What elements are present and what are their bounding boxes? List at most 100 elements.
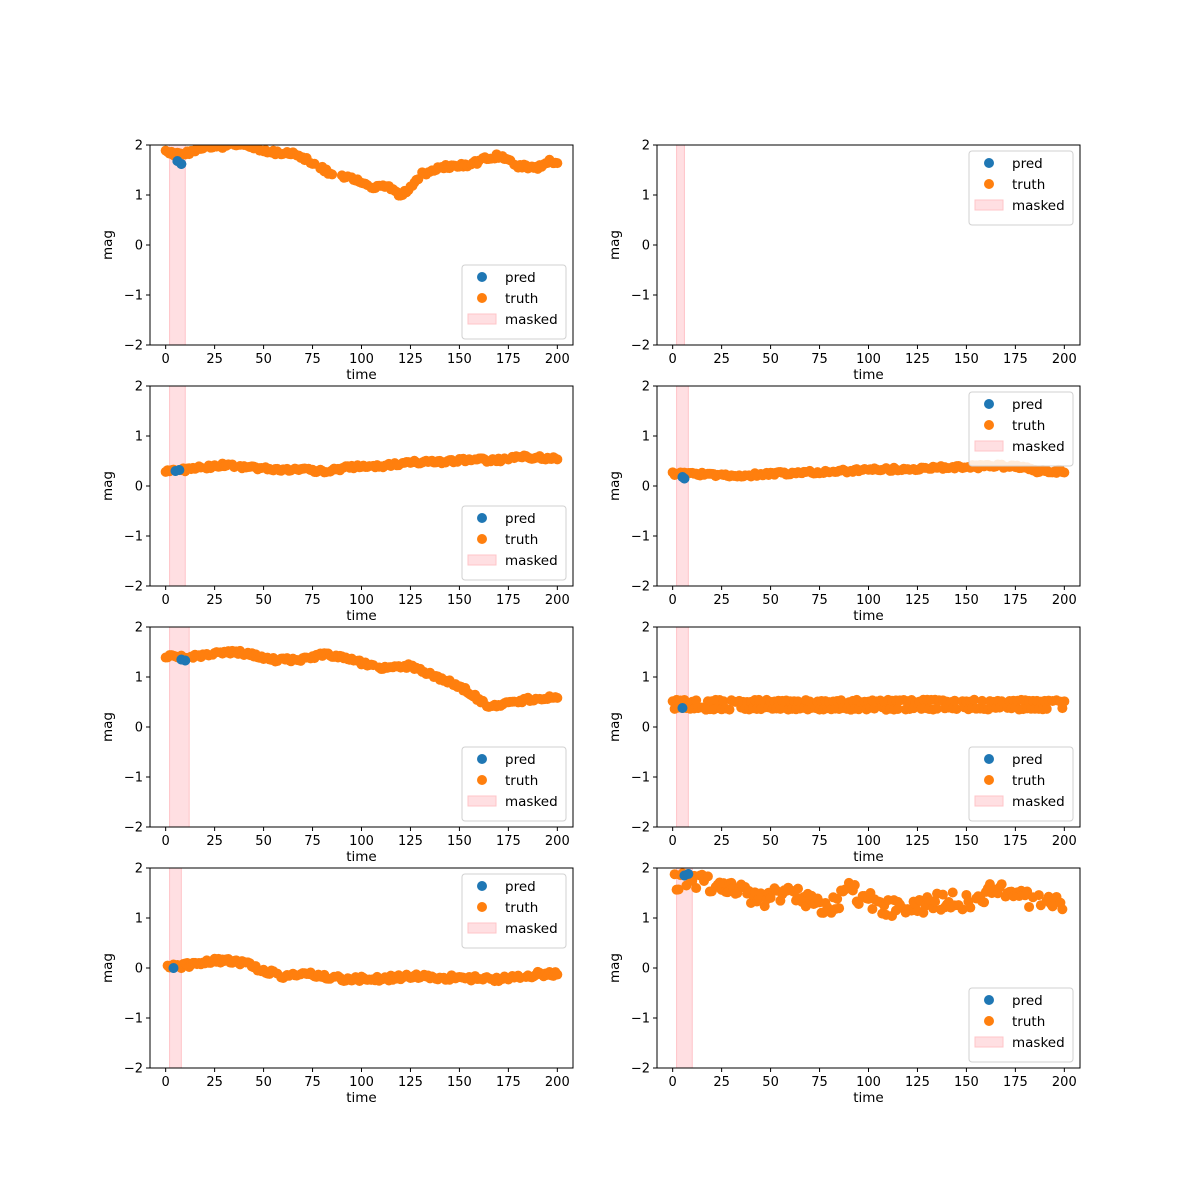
y-tick-label: −1 bbox=[124, 289, 143, 304]
x-tick-label: 0 bbox=[669, 593, 677, 608]
truth-point bbox=[996, 696, 1007, 707]
legend-label-pred: pred bbox=[1012, 752, 1043, 768]
legend-label-masked: masked bbox=[505, 921, 558, 937]
y-tick-label: 0 bbox=[135, 480, 143, 495]
y-axis-label: mag bbox=[100, 471, 116, 501]
x-axis-label: time bbox=[346, 849, 377, 865]
truth-point bbox=[965, 902, 976, 913]
legend-marker-pred bbox=[984, 399, 994, 409]
x-tick-label: 100 bbox=[349, 834, 374, 849]
truth-point bbox=[947, 887, 958, 898]
legend: pred truth masked bbox=[968, 150, 1074, 226]
subplot-2: 0 25 50 75 100 125 150 175 200 −2 −1 0 1 2 time mag pred… bbox=[607, 139, 1081, 383]
legend: pred truth masked bbox=[968, 746, 1074, 822]
x-tick-label: 75 bbox=[304, 352, 321, 367]
y-tick-label: 0 bbox=[642, 721, 650, 736]
x-tick-label: 25 bbox=[713, 352, 730, 367]
y-tick-label: −2 bbox=[631, 339, 650, 354]
legend-label-pred: pred bbox=[505, 270, 536, 286]
legend-marker-truth bbox=[477, 534, 487, 544]
truth-point bbox=[930, 896, 941, 907]
x-tick-label: 175 bbox=[1003, 352, 1028, 367]
y-tick-label: 1 bbox=[642, 912, 650, 927]
truth-point bbox=[327, 169, 338, 180]
truth-point bbox=[679, 694, 690, 705]
x-tick-label: 25 bbox=[206, 834, 223, 849]
x-tick-label: 0 bbox=[162, 1075, 170, 1090]
x-tick-label: 200 bbox=[545, 593, 570, 608]
plot-area bbox=[160, 386, 563, 586]
y-tick-label: 2 bbox=[135, 621, 143, 636]
plot-area bbox=[160, 627, 563, 827]
x-tick-label: 200 bbox=[1052, 352, 1077, 367]
truth-point bbox=[979, 897, 990, 908]
y-tick-label: −1 bbox=[631, 771, 650, 786]
x-tick-label: 100 bbox=[856, 1075, 881, 1090]
y-axis-label: mag bbox=[607, 230, 623, 260]
y-tick-label: −2 bbox=[631, 1062, 650, 1077]
x-tick-label: 200 bbox=[1052, 834, 1077, 849]
truth-point bbox=[552, 158, 563, 169]
truth-point bbox=[673, 884, 684, 895]
x-axis-label: time bbox=[853, 1090, 884, 1106]
legend-marker-truth bbox=[477, 293, 487, 303]
y-tick-label: 2 bbox=[642, 862, 650, 877]
plot-area bbox=[669, 868, 1068, 1068]
masked-span bbox=[169, 145, 186, 345]
pred-point bbox=[174, 465, 185, 475]
truth-point bbox=[849, 880, 860, 891]
x-tick-label: 200 bbox=[545, 352, 570, 367]
x-tick-label: 0 bbox=[669, 1075, 677, 1090]
x-tick-label: 0 bbox=[669, 834, 677, 849]
x-tick-label: 100 bbox=[349, 593, 374, 608]
y-tick-label: −1 bbox=[124, 1012, 143, 1027]
y-tick-label: 0 bbox=[135, 239, 143, 254]
legend-marker-pred bbox=[477, 272, 487, 282]
truth-point bbox=[1059, 467, 1070, 478]
subplot-1: 0 25 50 75 100 125 150 175 200 −2 −1 0 1 2 time mag pred… bbox=[100, 139, 574, 383]
x-axis-label: time bbox=[853, 608, 884, 624]
masked-span bbox=[169, 627, 190, 827]
legend-label-truth: truth bbox=[1012, 418, 1045, 434]
x-tick-label: 25 bbox=[713, 834, 730, 849]
pred-point bbox=[176, 159, 187, 169]
truth-point bbox=[1059, 696, 1070, 707]
x-tick-label: 125 bbox=[905, 593, 930, 608]
x-tick-label: 150 bbox=[954, 1075, 979, 1090]
masked-span bbox=[676, 627, 689, 827]
x-tick-label: 100 bbox=[856, 593, 881, 608]
legend-marker-truth bbox=[984, 179, 994, 189]
y-axis-label: mag bbox=[607, 712, 623, 742]
y-tick-label: −2 bbox=[124, 580, 143, 595]
y-axis-label: mag bbox=[100, 712, 116, 742]
x-axis-label: time bbox=[853, 849, 884, 865]
x-tick-label: 75 bbox=[811, 593, 828, 608]
pred-point bbox=[683, 869, 694, 879]
plot-area bbox=[667, 627, 1070, 827]
x-tick-label: 50 bbox=[762, 1075, 779, 1090]
legend-marker-pred bbox=[984, 995, 994, 1005]
y-tick-label: 1 bbox=[642, 189, 650, 204]
legend-label-masked: masked bbox=[505, 794, 558, 810]
legend-label-pred: pred bbox=[505, 511, 536, 527]
legend: pred truth masked bbox=[968, 391, 1074, 467]
y-tick-label: −1 bbox=[124, 771, 143, 786]
legend-label-truth: truth bbox=[505, 773, 538, 789]
y-tick-label: −1 bbox=[631, 1012, 650, 1027]
legend-marker-masked bbox=[974, 795, 1004, 807]
subplot-8: 0 25 50 75 100 125 150 175 200 −2 −1 0 1 2 time mag pred… bbox=[607, 862, 1081, 1106]
x-tick-label: 125 bbox=[398, 834, 423, 849]
x-axis-label: time bbox=[346, 608, 377, 624]
legend-label-pred: pred bbox=[1012, 397, 1043, 413]
legend-marker-pred bbox=[984, 754, 994, 764]
masked-span bbox=[676, 386, 689, 586]
truth-point bbox=[949, 695, 960, 706]
x-tick-label: 175 bbox=[1003, 593, 1028, 608]
y-tick-label: 2 bbox=[642, 139, 650, 154]
legend-label-truth: truth bbox=[505, 291, 538, 307]
truth-point bbox=[793, 883, 803, 894]
y-tick-label: −2 bbox=[124, 1062, 143, 1077]
legend: pred truth masked bbox=[968, 987, 1074, 1063]
legend-label-masked: masked bbox=[1012, 439, 1065, 455]
x-axis-label: time bbox=[853, 367, 884, 383]
